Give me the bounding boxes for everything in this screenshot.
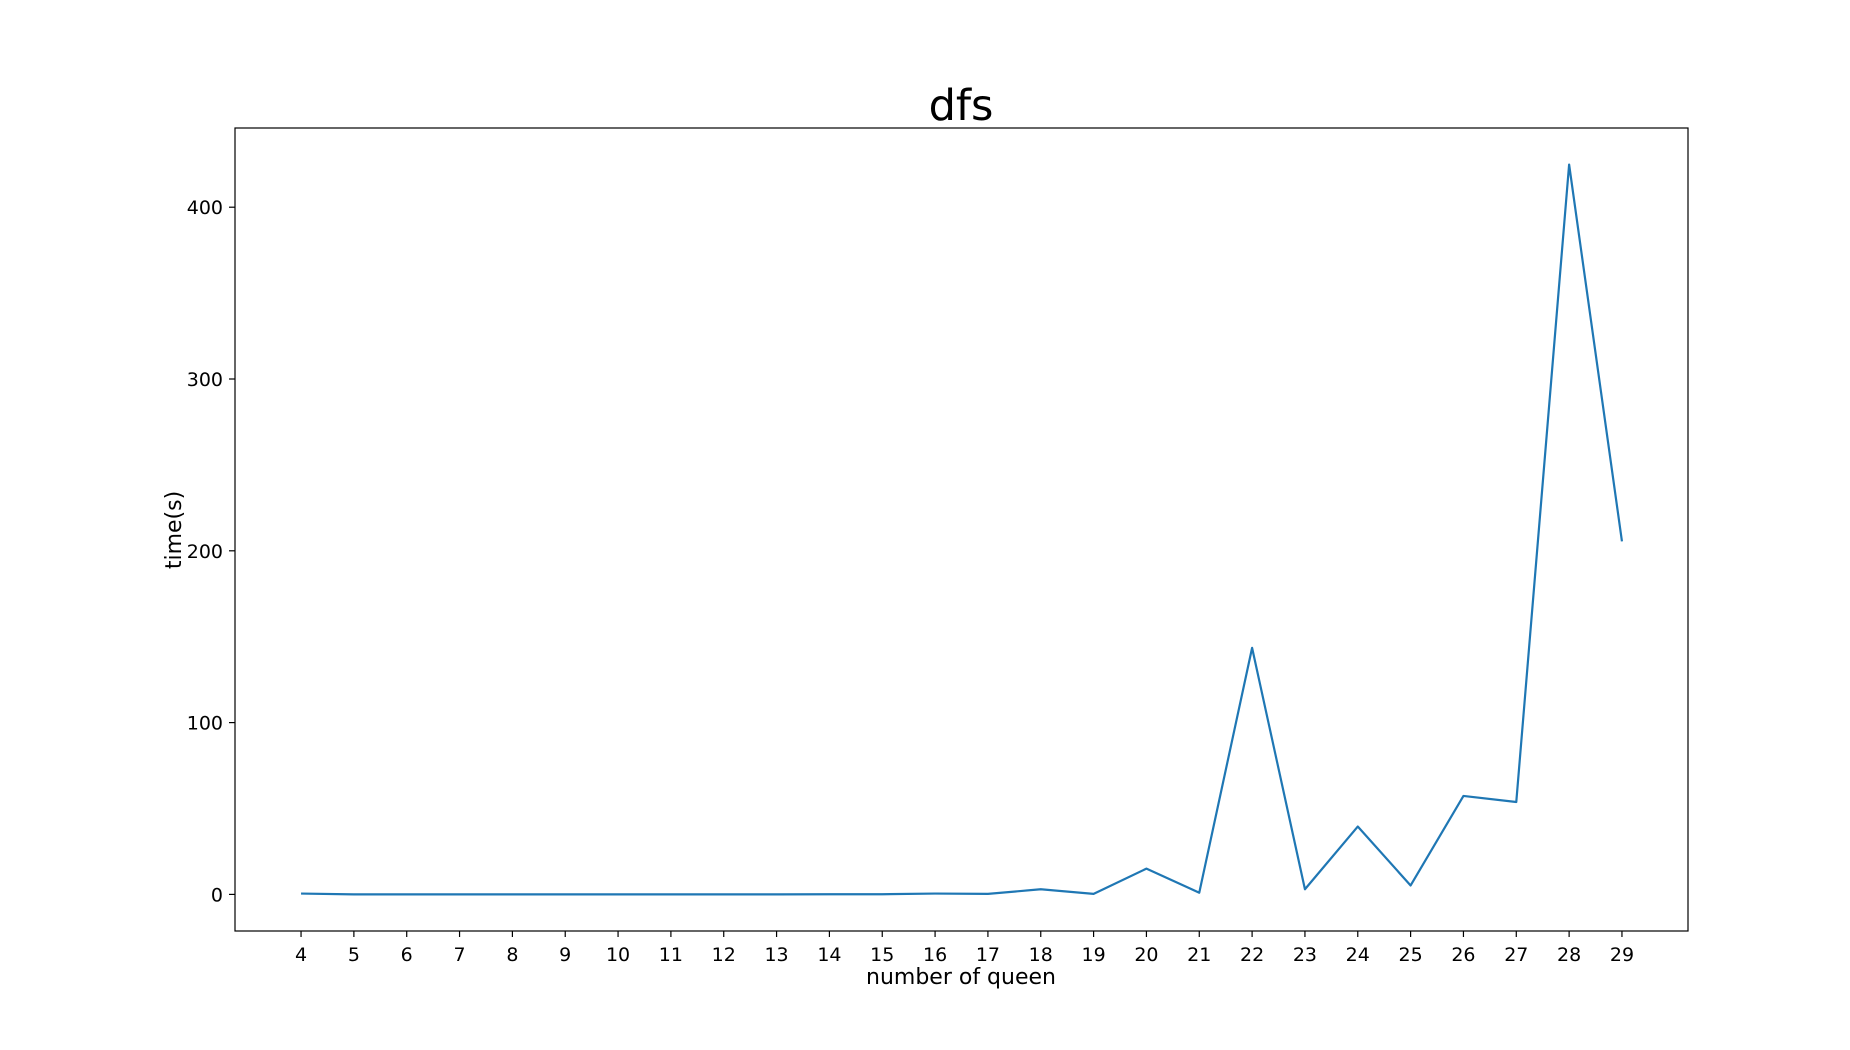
x-tick-label: 14 xyxy=(817,944,841,966)
plot-area xyxy=(301,163,1624,896)
series-line-0 xyxy=(301,163,1624,896)
y-axis-label: time(s) xyxy=(162,491,187,569)
x-tick-label: 24 xyxy=(1346,944,1370,966)
x-tick-label: 29 xyxy=(1610,944,1634,966)
x-tick-label: 6 xyxy=(401,944,413,966)
x-tick-label: 7 xyxy=(454,944,466,966)
y-tick-label: 400 xyxy=(187,197,223,219)
y-tick-label: 300 xyxy=(187,369,223,391)
chart-title: dfs xyxy=(929,81,994,131)
x-tick-label: 12 xyxy=(712,944,736,966)
x-tick-label: 8 xyxy=(506,944,518,966)
x-tick-label: 27 xyxy=(1504,944,1528,966)
x-tick-label: 21 xyxy=(1187,944,1211,966)
x-tick-label: 17 xyxy=(976,944,1000,966)
y-tick-label: 100 xyxy=(187,713,223,735)
x-tick-label: 10 xyxy=(606,944,630,966)
x-axis: 4 5 6 7 8 9 10 11 12 13 14 15 16 17 18 19 20 21 22 23 24 25 26… xyxy=(295,931,1634,966)
x-axis-label: number of queen xyxy=(866,965,1056,990)
x-tick-label: 15 xyxy=(870,944,894,966)
x-tick-label: 18 xyxy=(1029,944,1053,966)
x-tick-label: 20 xyxy=(1134,944,1158,966)
x-tick-label: 13 xyxy=(764,944,788,966)
x-tick-label: 25 xyxy=(1399,944,1423,966)
x-tick-label: 26 xyxy=(1451,944,1475,966)
y-tick-label: 200 xyxy=(187,541,223,563)
x-tick-label: 11 xyxy=(659,944,683,966)
x-tick-label: 23 xyxy=(1293,944,1317,966)
y-tick-label: 0 xyxy=(211,884,223,906)
x-tick-label: 22 xyxy=(1240,944,1264,966)
x-tick-label: 16 xyxy=(923,944,947,966)
x-tick-label: 4 xyxy=(295,944,307,966)
x-tick-label: 9 xyxy=(559,944,571,966)
x-tick-label: 28 xyxy=(1557,944,1581,966)
y-axis: 0 100 200 300 400 xyxy=(187,197,235,906)
x-tick-label: 5 xyxy=(348,944,360,966)
x-tick-label: 19 xyxy=(1081,944,1105,966)
plot-frame xyxy=(234,127,1689,932)
